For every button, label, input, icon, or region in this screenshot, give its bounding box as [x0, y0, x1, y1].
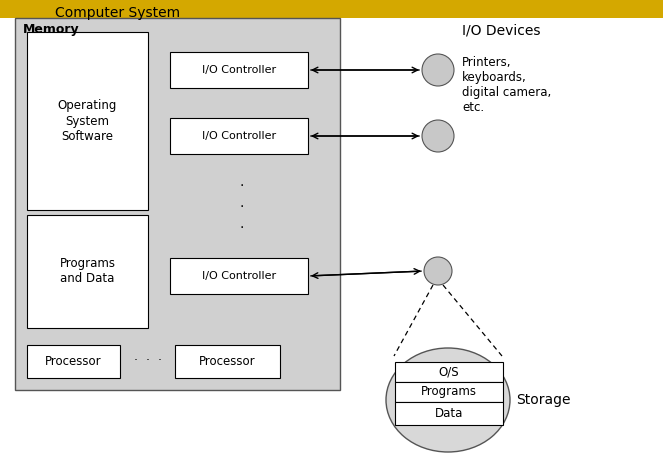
Text: I/O Controller: I/O Controller — [202, 65, 276, 75]
Text: .: . — [240, 196, 244, 210]
Text: Printers,
keyboards,
digital camera,
etc.: Printers, keyboards, digital camera, etc… — [462, 56, 551, 114]
Text: Programs: Programs — [421, 386, 477, 399]
Text: Memory: Memory — [23, 22, 80, 36]
Bar — [170, 118, 308, 154]
Bar — [0, 0, 663, 18]
Circle shape — [424, 257, 452, 285]
Text: I/O Devices: I/O Devices — [462, 23, 540, 37]
Bar — [27, 32, 148, 210]
Ellipse shape — [386, 348, 510, 452]
Text: ·  ·  ·: · · · — [134, 354, 162, 368]
Circle shape — [422, 120, 454, 152]
Text: Operating
System
Software: Operating System Software — [58, 99, 117, 142]
Bar — [27, 345, 120, 378]
Text: I/O Controller: I/O Controller — [202, 271, 276, 281]
Bar — [15, 18, 340, 390]
Bar — [27, 215, 148, 328]
Text: Processor: Processor — [199, 355, 256, 368]
Bar — [170, 258, 308, 294]
Text: .: . — [240, 175, 244, 189]
Circle shape — [422, 54, 454, 86]
Text: Storage: Storage — [516, 393, 570, 407]
Text: .: . — [240, 217, 244, 231]
Text: O/S: O/S — [439, 365, 459, 379]
Bar — [175, 345, 280, 378]
Text: Data: Data — [435, 407, 463, 420]
Bar — [395, 362, 503, 382]
Text: Processor: Processor — [45, 355, 102, 368]
Bar — [395, 402, 503, 425]
Bar — [395, 382, 503, 402]
Text: Computer System: Computer System — [55, 6, 180, 20]
Text: I/O Controller: I/O Controller — [202, 131, 276, 141]
Text: Programs
and Data: Programs and Data — [60, 257, 115, 285]
Bar — [170, 52, 308, 88]
